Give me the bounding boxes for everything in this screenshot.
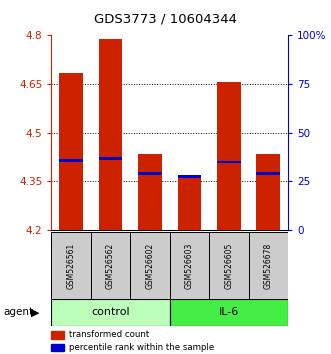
Text: IL-6: IL-6 <box>219 307 239 318</box>
Bar <box>169 299 288 326</box>
Bar <box>138 172 162 175</box>
Text: GSM526603: GSM526603 <box>185 242 194 289</box>
Bar <box>51 344 64 351</box>
Bar <box>91 232 130 299</box>
Text: GSM526561: GSM526561 <box>67 242 75 289</box>
Bar <box>99 39 122 230</box>
Bar <box>51 232 91 299</box>
Bar <box>138 154 162 230</box>
Text: GDS3773 / 10604344: GDS3773 / 10604344 <box>94 12 237 25</box>
Bar <box>59 159 83 162</box>
Text: GSM526562: GSM526562 <box>106 242 115 289</box>
Text: GSM526678: GSM526678 <box>264 242 273 289</box>
Bar <box>177 178 201 230</box>
Bar <box>217 161 241 163</box>
Bar <box>51 299 169 326</box>
Text: agent: agent <box>3 307 33 318</box>
Text: control: control <box>91 307 130 318</box>
Bar <box>257 154 280 230</box>
Bar <box>177 175 201 178</box>
Bar <box>209 232 249 299</box>
Text: transformed count: transformed count <box>69 330 149 339</box>
Text: GSM526605: GSM526605 <box>224 242 233 289</box>
Bar <box>51 331 64 338</box>
Bar <box>217 82 241 230</box>
Text: GSM526602: GSM526602 <box>145 242 155 289</box>
Bar <box>169 232 209 299</box>
Bar <box>130 232 169 299</box>
Bar <box>99 158 122 160</box>
Bar <box>59 73 83 230</box>
Bar <box>249 232 288 299</box>
Text: ▶: ▶ <box>31 307 40 318</box>
Bar <box>257 172 280 175</box>
Text: percentile rank within the sample: percentile rank within the sample <box>69 343 214 352</box>
